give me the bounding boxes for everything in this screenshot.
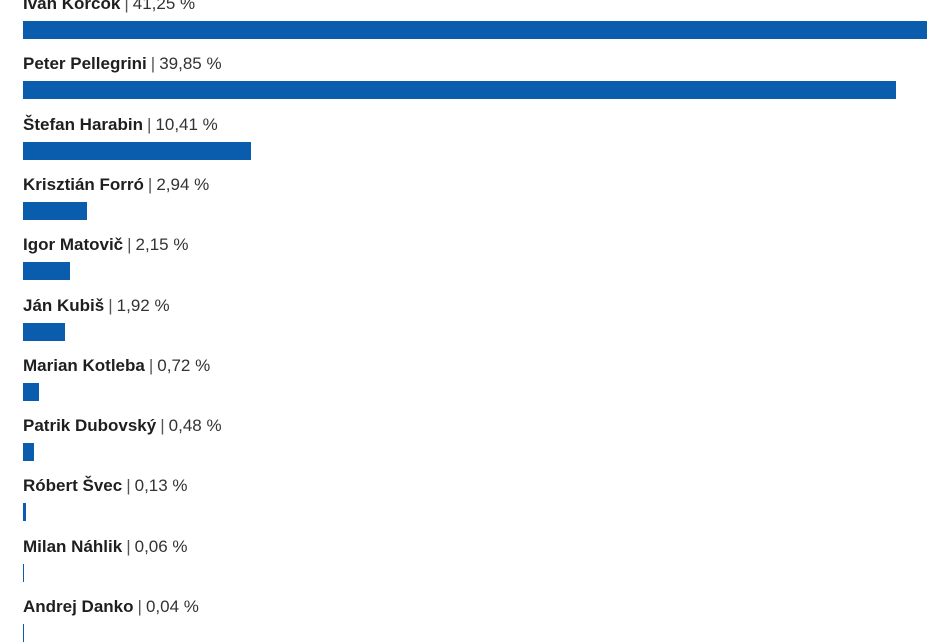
label-separator: | xyxy=(108,295,113,315)
candidate-percent: 39,85 % xyxy=(159,54,222,74)
bar-label: Štefan Harabin | 10,41 % xyxy=(23,115,218,135)
bar-label: Peter Pellegrini | 39,85 % xyxy=(23,54,222,74)
label-separator: | xyxy=(150,54,156,74)
candidate-percent: 0,04 % xyxy=(145,597,199,616)
bar xyxy=(23,141,252,160)
bar xyxy=(23,443,34,462)
candidate-name: Andrej Danko xyxy=(23,597,134,616)
candidate-percent: 0,06 % xyxy=(134,536,188,556)
bar-label: Milan Náhlik | 0,06 % xyxy=(23,537,188,557)
bar xyxy=(23,624,24,642)
bar xyxy=(23,201,88,220)
label-separator: | xyxy=(160,416,165,436)
bar-label: Ivan Korčok | 41,25 % xyxy=(23,0,195,14)
bar-label: Marian Kotleba | 0,72 % xyxy=(23,356,210,376)
candidate-name: Marian Kotleba xyxy=(23,355,145,375)
bar xyxy=(23,81,897,100)
bar-label: Ján Kubiš | 1,92 % xyxy=(23,296,170,316)
bar xyxy=(23,503,26,522)
candidate-percent: 0,13 % xyxy=(134,476,188,496)
candidate-percent: 0,72 % xyxy=(157,355,211,375)
candidate-name: Patrik Dubovský xyxy=(23,416,157,436)
candidate-name: Róbert Švec xyxy=(23,476,123,496)
label-separator: | xyxy=(147,174,153,194)
candidate-name: Štefan Harabin xyxy=(23,114,143,134)
label-separator: | xyxy=(148,355,154,375)
label-separator: | xyxy=(124,0,129,13)
bar xyxy=(23,21,927,39)
candidate-percent: 2,15 % xyxy=(135,235,189,255)
candidate-name: Igor Matovič xyxy=(23,235,124,255)
candidate-percent: 41,25 % xyxy=(132,0,196,13)
label-separator: | xyxy=(146,114,152,134)
candidate-name: Ivan Korčok xyxy=(23,0,121,13)
label-separator: | xyxy=(126,476,131,496)
bar xyxy=(23,563,25,582)
candidate-name: Krisztián Forró xyxy=(23,174,144,194)
candidate-name: Peter Pellegrini xyxy=(23,54,147,74)
candidate-percent: 1,92 % xyxy=(116,295,170,315)
bar-label: Krisztián Forró | 2,94 % xyxy=(23,175,209,195)
label-separator: | xyxy=(127,235,132,255)
candidate-name: Ján Kubiš xyxy=(23,295,105,315)
candidate-name: Milan Náhlik xyxy=(23,536,123,556)
bar xyxy=(23,382,39,401)
label-separator: | xyxy=(126,536,131,556)
bar-label: Patrik Dubovský | 0,48 % xyxy=(23,416,222,436)
candidate-percent: 0,48 % xyxy=(168,416,222,436)
bar xyxy=(23,322,66,341)
label-separator: | xyxy=(137,597,142,616)
bar-label: Andrej Danko | 0,04 % xyxy=(23,597,199,617)
bar-label: Róbert Švec | 0,13 % xyxy=(23,476,188,496)
bar-label: Igor Matovič | 2,15 % xyxy=(23,235,188,255)
candidate-percent: 10,41 % xyxy=(155,114,218,134)
candidate-percent: 2,94 % xyxy=(156,174,210,194)
bar xyxy=(23,262,71,281)
